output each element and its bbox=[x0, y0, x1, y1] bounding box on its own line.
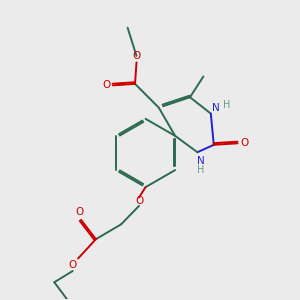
Text: N: N bbox=[196, 156, 204, 166]
Text: H: H bbox=[224, 100, 231, 110]
Text: O: O bbox=[69, 260, 77, 270]
Text: O: O bbox=[75, 207, 84, 218]
Text: N: N bbox=[212, 103, 220, 112]
Text: O: O bbox=[102, 80, 110, 90]
Text: H: H bbox=[197, 165, 204, 175]
Text: O: O bbox=[132, 51, 141, 61]
Text: O: O bbox=[135, 196, 143, 206]
Text: O: O bbox=[240, 138, 248, 148]
